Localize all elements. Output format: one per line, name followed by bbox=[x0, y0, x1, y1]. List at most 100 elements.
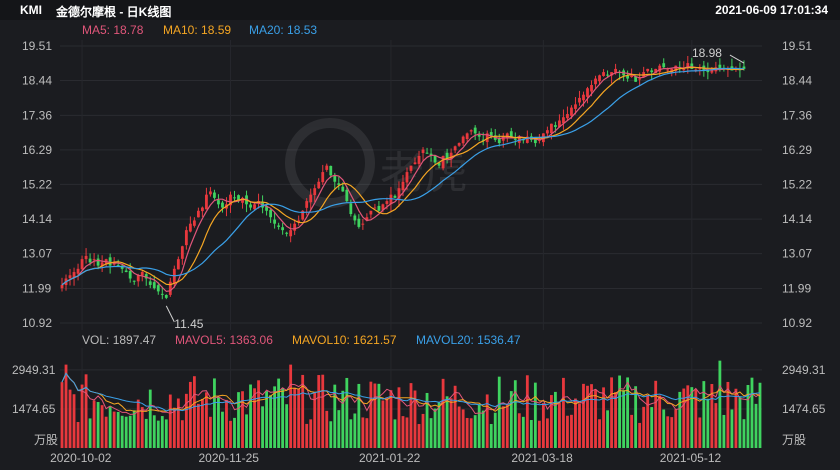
mavol10-line bbox=[61, 372, 761, 412]
volume-bar bbox=[241, 391, 244, 448]
volume-bar bbox=[682, 388, 686, 448]
candle-body bbox=[405, 172, 409, 183]
annotation-leader bbox=[729, 54, 745, 64]
candle-body bbox=[72, 272, 76, 278]
candle-body bbox=[413, 162, 417, 165]
candle-body bbox=[646, 68, 650, 72]
price-tick-label-left: 15.22 bbox=[22, 177, 52, 191]
volume-bar bbox=[425, 392, 429, 448]
volume-bar bbox=[201, 398, 204, 448]
candle-body bbox=[718, 64, 722, 69]
volume-bar bbox=[325, 410, 329, 448]
volume-bar bbox=[184, 393, 188, 448]
candle-body bbox=[445, 152, 449, 160]
candle-body bbox=[606, 74, 609, 76]
volume-bar bbox=[140, 407, 144, 448]
price-tick-label-left: 17.36 bbox=[22, 108, 52, 122]
volume-bar bbox=[321, 374, 325, 448]
candle-body bbox=[124, 270, 128, 273]
candle-body bbox=[686, 63, 690, 69]
candle-body bbox=[457, 143, 461, 146]
volume-bar bbox=[662, 409, 666, 448]
volume-bar bbox=[429, 418, 433, 448]
volume-bar bbox=[100, 405, 104, 448]
ma5-line bbox=[61, 66, 744, 293]
volume-bar bbox=[505, 403, 509, 448]
candle-body bbox=[509, 131, 513, 137]
candle-body bbox=[570, 107, 573, 116]
mavol20-line bbox=[61, 372, 761, 412]
candle-body bbox=[213, 192, 216, 198]
volume-bar bbox=[598, 419, 601, 448]
candle-body bbox=[180, 246, 184, 259]
candle-body bbox=[353, 215, 357, 221]
price-tick-label-right: 16.29 bbox=[782, 143, 812, 157]
candle-body bbox=[397, 188, 401, 199]
volume-bar bbox=[477, 404, 481, 448]
volume-bar bbox=[233, 417, 236, 448]
candle-body bbox=[513, 138, 517, 140]
candle-body bbox=[168, 281, 172, 295]
candle-body bbox=[590, 85, 593, 92]
candle-body bbox=[742, 66, 746, 69]
candle-body bbox=[136, 275, 140, 282]
volume-bar bbox=[273, 386, 277, 448]
volume-bar bbox=[305, 423, 309, 448]
volume-bar bbox=[329, 421, 333, 448]
price-tick-label-left: 10.92 bbox=[22, 316, 52, 330]
volume-bar bbox=[132, 410, 136, 448]
volume-bar bbox=[257, 380, 260, 448]
volume-bar bbox=[670, 417, 674, 448]
volume-bar bbox=[128, 415, 132, 448]
volume-bar bbox=[353, 413, 357, 448]
volume-bar bbox=[606, 410, 609, 448]
candle-body bbox=[638, 78, 642, 80]
candle-body bbox=[385, 201, 389, 204]
volume-unit-right: 万股 bbox=[782, 433, 806, 447]
volume-bar bbox=[309, 419, 313, 448]
candle-body bbox=[602, 72, 605, 76]
volume-bar bbox=[152, 415, 156, 448]
volume-bar bbox=[393, 419, 397, 448]
annotation-label: 18.98 bbox=[692, 46, 722, 60]
volume-bar bbox=[630, 414, 634, 448]
price-tick-label-right: 19.51 bbox=[782, 39, 812, 53]
volume-bar bbox=[554, 391, 557, 448]
candle-body bbox=[409, 165, 413, 171]
candle-body bbox=[285, 232, 289, 234]
volume-bar bbox=[485, 394, 489, 448]
volume-bar bbox=[333, 384, 337, 448]
candle-body bbox=[132, 280, 136, 282]
volume-bar bbox=[566, 415, 569, 448]
candle-body bbox=[120, 265, 124, 269]
volume-bar bbox=[421, 413, 425, 448]
ticker-symbol: KMI bbox=[20, 3, 42, 17]
volume-bar bbox=[253, 388, 256, 448]
volume-bar bbox=[570, 414, 573, 448]
candle-body bbox=[249, 204, 252, 208]
volume-bar bbox=[313, 392, 317, 448]
volume-bar bbox=[742, 419, 746, 448]
candle-body bbox=[425, 152, 429, 154]
candle-body bbox=[140, 272, 144, 276]
price-pane bbox=[0, 40, 840, 330]
candle-body bbox=[453, 146, 457, 151]
candle-body bbox=[549, 123, 553, 134]
price-tick-label-left: 16.29 bbox=[22, 143, 52, 157]
volume-bar bbox=[433, 408, 437, 448]
ma20-line bbox=[61, 67, 744, 286]
volume-bar bbox=[738, 397, 742, 448]
volume-bar bbox=[417, 424, 421, 448]
volume-bar bbox=[558, 402, 561, 448]
candle-body bbox=[116, 265, 120, 267]
candle-body bbox=[497, 138, 501, 144]
volume-bar bbox=[196, 403, 200, 448]
volume-bar bbox=[525, 375, 529, 448]
volume-bar bbox=[349, 419, 353, 448]
date-tick-label: 2021-03-18 bbox=[511, 451, 573, 465]
candle-body bbox=[76, 268, 80, 274]
volume-bar bbox=[357, 383, 361, 448]
candle-body bbox=[694, 69, 698, 71]
candle-body bbox=[690, 63, 694, 69]
